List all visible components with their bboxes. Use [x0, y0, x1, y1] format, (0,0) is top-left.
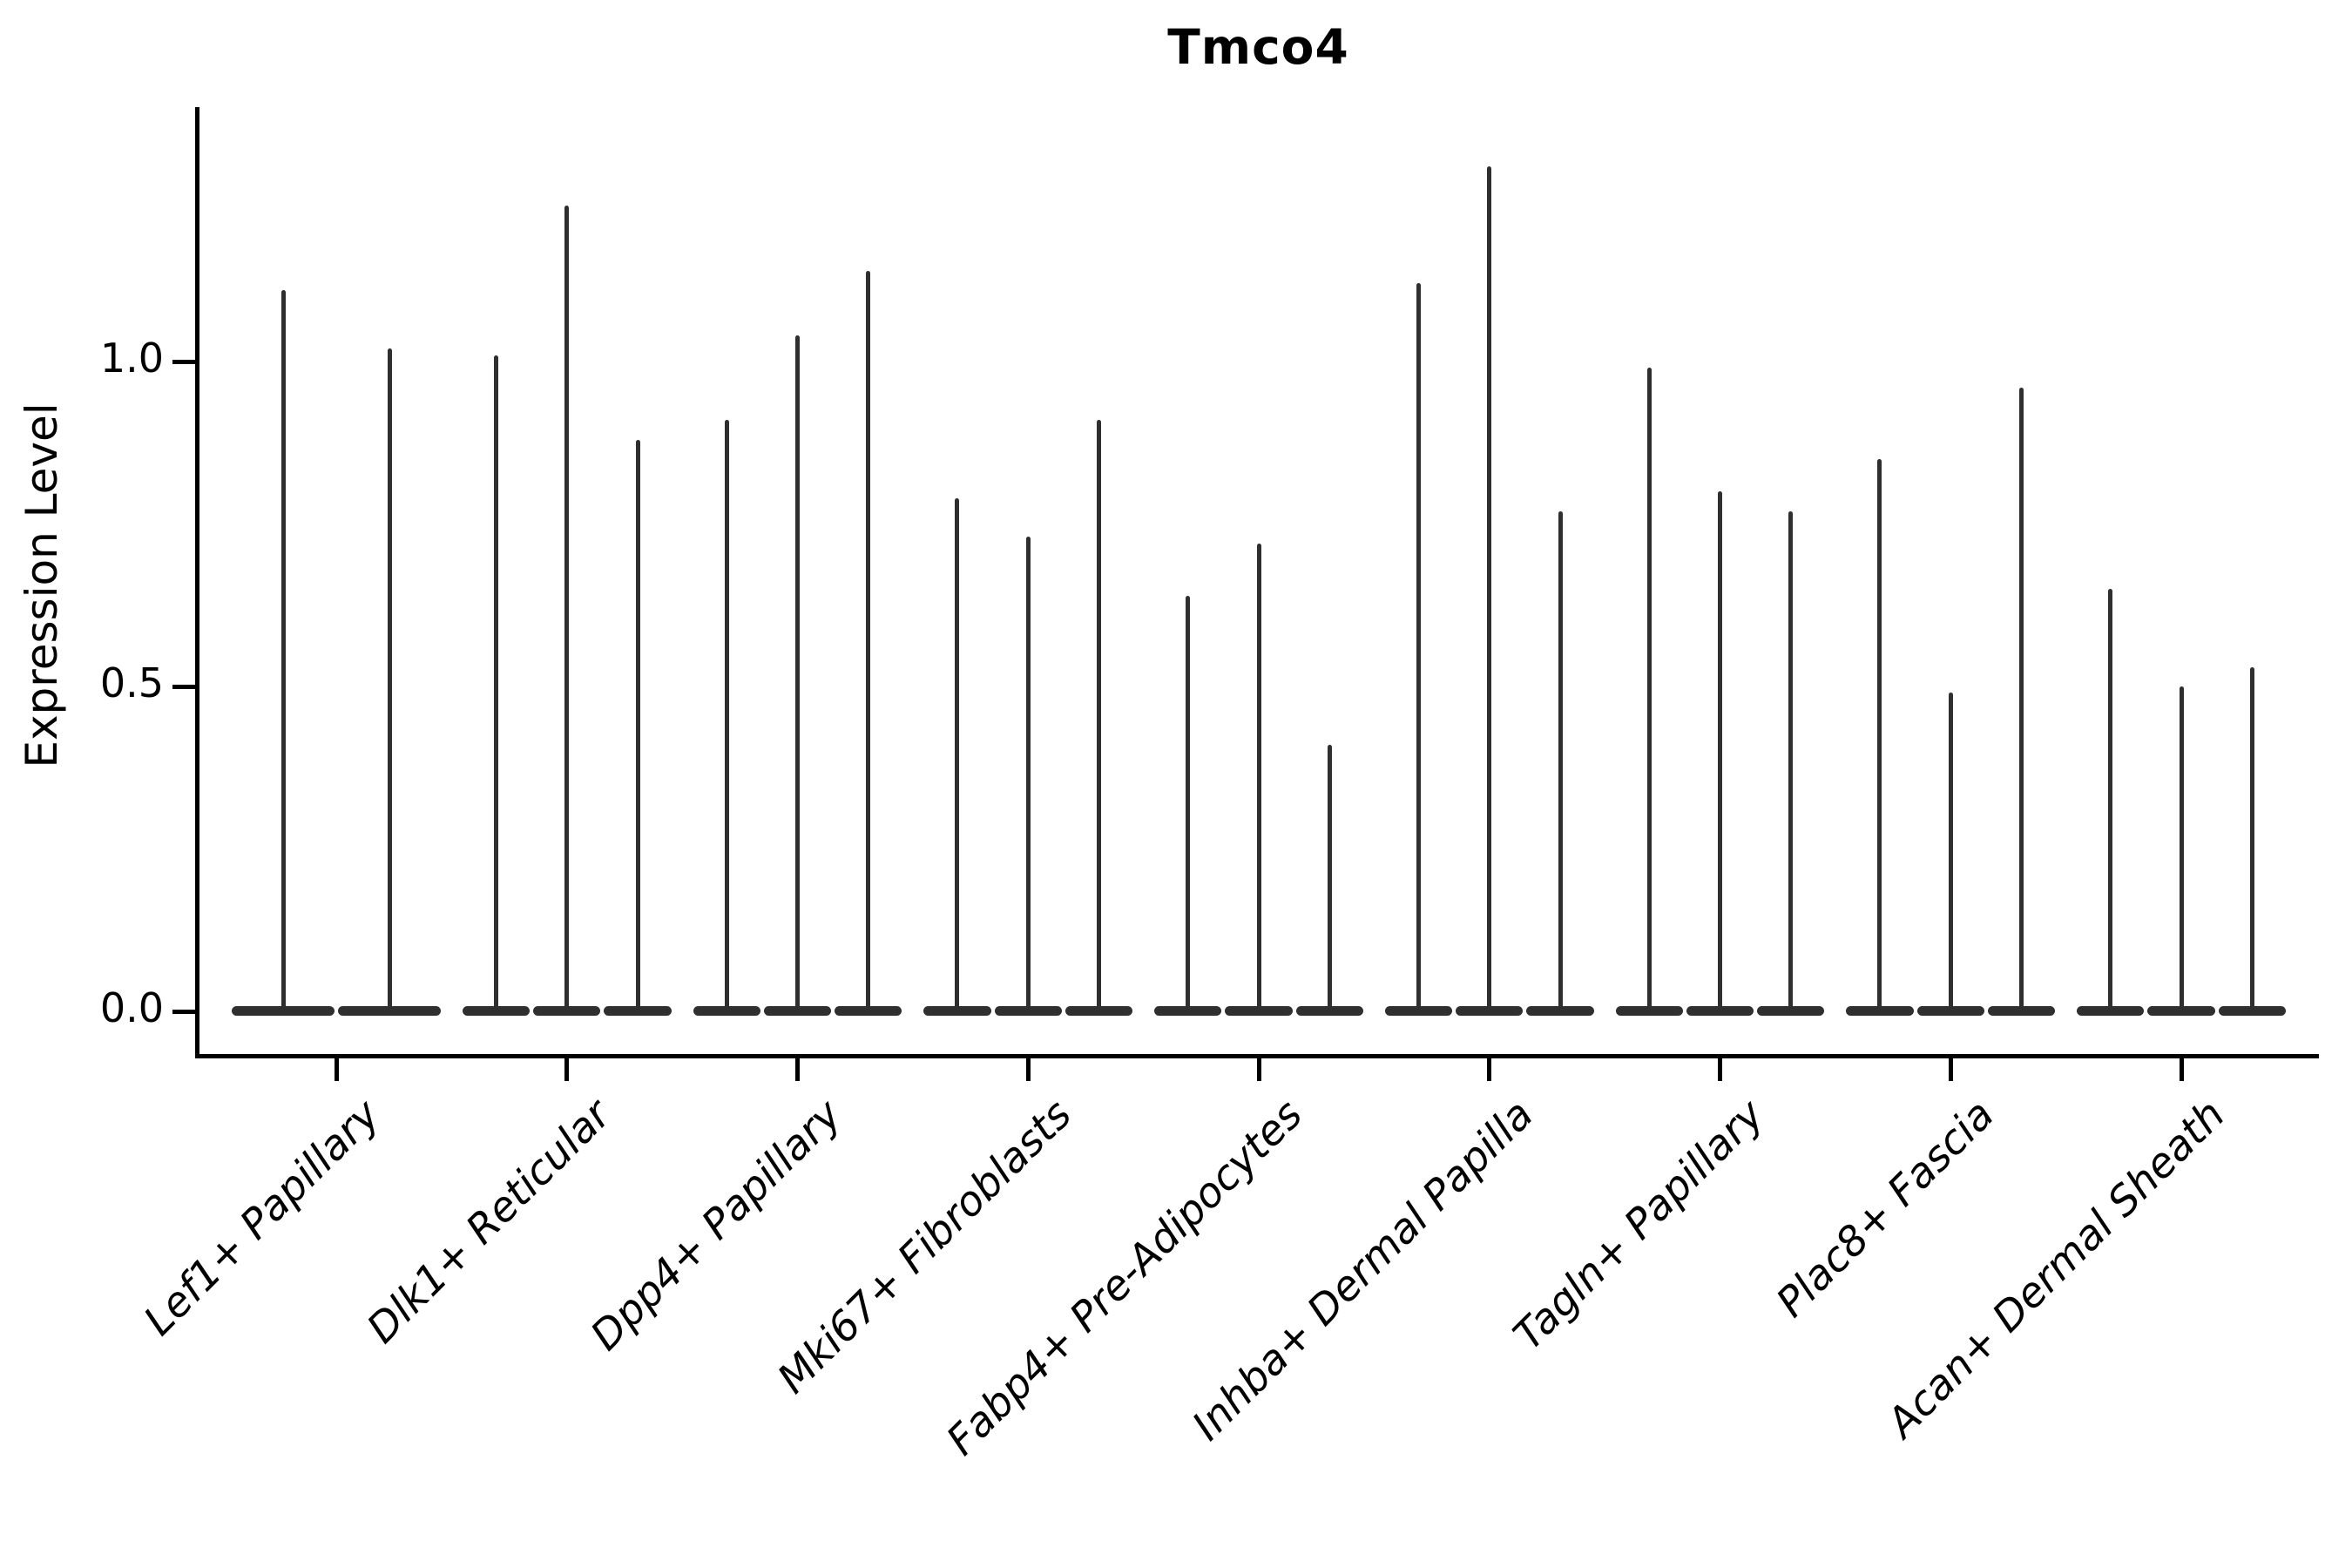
x-tick-label: Acan+ Dermal Sheath [1877, 1091, 2234, 1448]
y-tick-label: 0.0 [99, 984, 164, 1031]
x-tick-mark [1487, 1058, 1492, 1081]
x-axis-spine [195, 1054, 2319, 1058]
chart-title: Tmco4 [1167, 19, 1349, 75]
violin-max-spike [2179, 686, 2184, 1012]
violin-max-spike [1327, 745, 1332, 1012]
violin-max-spike [795, 335, 800, 1012]
x-tick-mark [795, 1058, 800, 1081]
violin-max-spike [1948, 693, 1953, 1012]
violin-max-spike [635, 439, 640, 1012]
violin-max-spike [2249, 666, 2254, 1012]
violin-max-spike [387, 348, 392, 1012]
x-tick-label: Tagln+ Papillary [1504, 1091, 1774, 1360]
x-tick-mark [1025, 1058, 1031, 1081]
violin-max-spike [866, 270, 871, 1012]
x-tick-mark [1256, 1058, 1261, 1081]
x-tick-mark [1718, 1058, 1722, 1081]
violin-max-spike [2019, 387, 2024, 1012]
violin-max-spike [1097, 420, 1102, 1012]
y-axis-label: Expression Level [17, 402, 67, 768]
y-tick-mark [172, 359, 195, 364]
violin-max-spike [1718, 491, 1722, 1012]
y-tick-mark [172, 1009, 195, 1014]
violin-max-spike [280, 289, 286, 1012]
x-tick-label: Dlk1+ Reticular [357, 1091, 620, 1353]
violin-max-spike [493, 355, 498, 1012]
y-tick-label: 0.5 [99, 659, 164, 706]
x-tick-mark [564, 1058, 570, 1081]
violin-max-spike [1025, 537, 1031, 1012]
x-tick-mark [334, 1058, 339, 1081]
violin-max-spike [564, 205, 570, 1012]
x-tick-mark [1948, 1058, 1953, 1081]
x-tick-mark [2179, 1058, 2184, 1081]
violin-max-spike [955, 497, 960, 1012]
violin-max-spike [724, 420, 729, 1012]
violin-max-spike [1558, 510, 1563, 1012]
x-tick-label: Plac8+ Fascia [1767, 1091, 2004, 1328]
violin-max-spike [1416, 283, 1421, 1012]
x-tick-label: Fabp4+ Pre-Adipocytes [937, 1091, 1312, 1465]
x-tick-label: Inhba+ Dermal Papilla [1183, 1091, 1543, 1450]
violin-max-spike [1186, 595, 1191, 1012]
violin-max-spike [1256, 543, 1261, 1012]
violin-max-spike [1487, 166, 1492, 1012]
y-tick-label: 1.0 [99, 335, 164, 382]
violin-max-spike [2108, 589, 2113, 1012]
violin-max-spike [1877, 458, 1882, 1012]
violin-max-spike [1646, 368, 1652, 1012]
y-axis-spine [195, 107, 199, 1058]
violin-max-spike [1788, 510, 1794, 1012]
x-tick-label: Mki67+ Fibroblasts [768, 1091, 1082, 1403]
y-tick-mark [172, 684, 195, 689]
x-tick-label: Dpp4+ Papillary [581, 1091, 851, 1361]
